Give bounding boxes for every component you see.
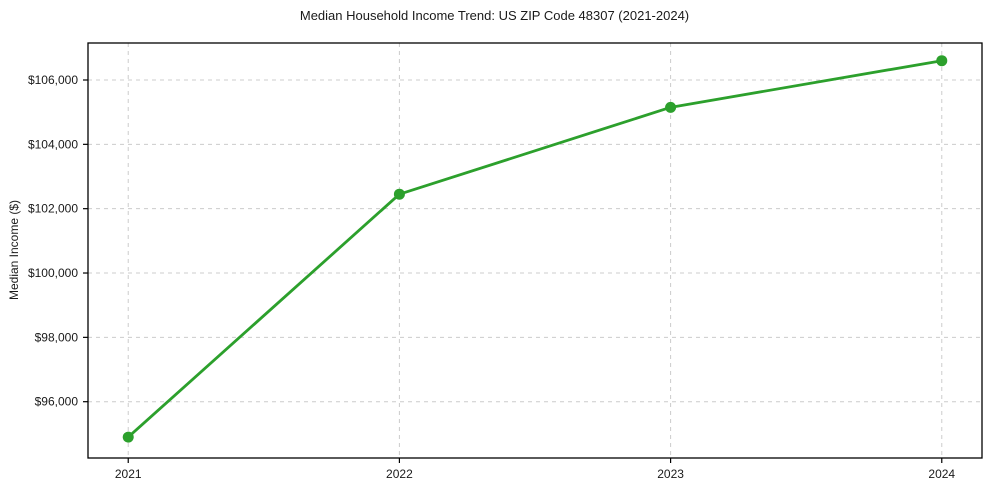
data-point-2024 bbox=[936, 55, 948, 67]
data-point-2021 bbox=[122, 431, 134, 443]
x-tick-label: 2022 bbox=[386, 467, 413, 481]
y-tick-label: $100,000 bbox=[28, 266, 78, 280]
x-tick-label: 2023 bbox=[657, 467, 684, 481]
data-point-2023 bbox=[665, 101, 677, 113]
y-tick-label: $104,000 bbox=[28, 137, 78, 151]
chart-title: Median Household Income Trend: US ZIP Co… bbox=[299, 8, 690, 23]
data-point-2022 bbox=[393, 188, 405, 200]
y-tick-label: $106,000 bbox=[28, 73, 78, 87]
trend-line bbox=[126, 59, 944, 439]
y-tick-label: $96,000 bbox=[35, 395, 79, 409]
y-tick-label: $98,000 bbox=[35, 330, 79, 344]
plot-border bbox=[87, 42, 983, 459]
x-tick-label: 2024 bbox=[928, 467, 955, 481]
y-tick-label: $102,000 bbox=[28, 202, 78, 216]
x-tick-label: 2021 bbox=[115, 467, 142, 481]
